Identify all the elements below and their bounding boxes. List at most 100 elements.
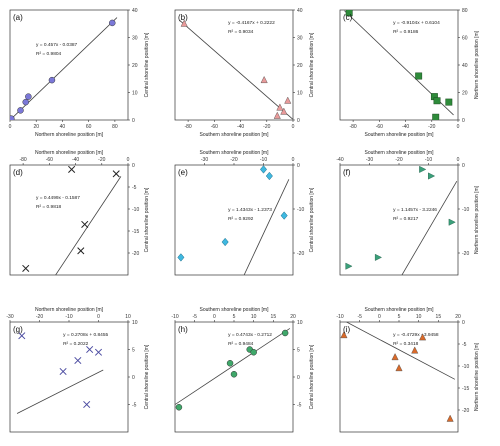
panel-label: (f) bbox=[343, 168, 351, 177]
data-point bbox=[68, 165, 76, 173]
y-tick-label: 0 bbox=[132, 118, 135, 124]
x-tick-label: -80 bbox=[349, 124, 356, 130]
y-tick-label: -20 bbox=[462, 251, 469, 257]
y-tick-label: 80 bbox=[462, 8, 468, 14]
y-tick-label: -15 bbox=[462, 386, 469, 392]
panel-e: -30 -20 -10 0 Southern shoreline position [m… bbox=[174, 150, 315, 276]
data-point bbox=[273, 111, 281, 119]
y-tick-label: -10 bbox=[462, 207, 469, 213]
data-point bbox=[22, 98, 29, 106]
r-squared: R² = 0.2022 bbox=[63, 341, 89, 347]
x-tick-label: -80 bbox=[19, 157, 26, 163]
data-point bbox=[109, 19, 116, 27]
data-point bbox=[250, 349, 257, 356]
y-tick-label: 10 bbox=[132, 90, 138, 96]
panel-b: -80 -60 -40 -20 0 Southern shoreline position… bbox=[174, 8, 315, 138]
data-point bbox=[18, 332, 26, 340]
r-squared: R² = 0.9186 bbox=[393, 29, 419, 35]
x-tick-label: 5 bbox=[398, 314, 401, 320]
y-tick-label: 0 bbox=[462, 118, 465, 124]
x-tick-label: -20 bbox=[428, 124, 435, 130]
data-point bbox=[428, 172, 436, 180]
data-point bbox=[260, 75, 268, 84]
regression-line bbox=[16, 369, 104, 414]
data-point bbox=[276, 103, 284, 111]
y-tick-label: 0 bbox=[132, 163, 135, 169]
y-tick-label: 20 bbox=[132, 63, 138, 69]
y-tick-label: 0 bbox=[297, 163, 300, 169]
y-tick-label: 0 bbox=[132, 375, 135, 381]
x-axis-label: Northern shoreline position [m] bbox=[35, 307, 104, 313]
x-tick-label: 0 bbox=[127, 157, 130, 163]
x-axis-label: Southern shoreline position [m] bbox=[365, 150, 435, 156]
plot-frame bbox=[339, 164, 459, 276]
x-tick-label: -60 bbox=[376, 124, 383, 130]
x-tick-label: -30 bbox=[201, 157, 208, 163]
x-tick-label: -30 bbox=[6, 314, 13, 320]
y-axis-label: Central shoreline position [m] bbox=[144, 32, 150, 97]
y-axis-label: Central shoreline position [m] bbox=[309, 187, 315, 252]
x-tick-label: -5 bbox=[357, 314, 362, 320]
x-tick-label: 5 bbox=[233, 314, 236, 320]
y-axis-label: Central shoreline position [m] bbox=[144, 344, 150, 409]
panel-f: -40 -30 -20 -10 0 Southern shoreline position… bbox=[336, 150, 480, 276]
regression-line bbox=[10, 17, 118, 120]
x-tick-label: 40 bbox=[60, 124, 66, 130]
y-axis-label: Central shoreline position [m] bbox=[144, 187, 150, 252]
r-squared: R² = 0.9292 bbox=[228, 216, 254, 222]
plot-frame bbox=[9, 164, 129, 276]
panel-c: -80 -60 -40 -20 0 Southern shoreline position… bbox=[339, 8, 480, 138]
data-point bbox=[94, 348, 103, 356]
x-tick-label: 0 bbox=[213, 314, 216, 320]
plot-area bbox=[16, 332, 104, 414]
x-tick-label: -10 bbox=[336, 314, 343, 320]
x-tick-label: -20 bbox=[230, 157, 237, 163]
y-tick-label: 10 bbox=[297, 90, 303, 96]
plot-area bbox=[22, 165, 122, 275]
y-tick-label: 20 bbox=[297, 63, 303, 69]
regression-equation: y = 0.2708x + 0.8455 bbox=[63, 332, 108, 338]
x-tick-label: -20 bbox=[98, 157, 105, 163]
data-point bbox=[230, 371, 238, 378]
r-squared: R² = 0.9484 bbox=[228, 341, 254, 347]
data-point bbox=[419, 333, 427, 341]
regression-equation: y = 0.4743x - 0.2712 bbox=[228, 332, 272, 338]
data-point bbox=[345, 10, 353, 17]
data-point bbox=[280, 211, 288, 220]
data-point bbox=[74, 356, 82, 365]
x-tick-label: 10 bbox=[416, 314, 422, 320]
data-point bbox=[10, 115, 15, 120]
data-point bbox=[446, 414, 454, 422]
data-point bbox=[340, 331, 348, 339]
y-tick-label: -15 bbox=[132, 229, 139, 235]
regression-equation: y = 0.4499x - 0.1587 bbox=[36, 195, 80, 201]
data-point bbox=[395, 364, 403, 372]
data-point bbox=[432, 113, 440, 120]
regression-line bbox=[55, 176, 122, 275]
r-squared: R² = 0.3418 bbox=[393, 341, 419, 347]
x-tick-label: 10 bbox=[251, 314, 257, 320]
x-tick-label: 0 bbox=[292, 124, 295, 130]
data-point bbox=[177, 253, 185, 262]
x-tick-label: 15 bbox=[436, 314, 442, 320]
panel-a: 0 20 40 60 80 Northern shoreline position [m]… bbox=[9, 8, 150, 138]
y-tick-label: -10 bbox=[132, 207, 139, 213]
data-point bbox=[77, 247, 85, 255]
plot-frame bbox=[339, 321, 459, 433]
panel-g: -30 -20 -10 0 10 Northern shoreline position … bbox=[6, 307, 150, 433]
y-tick-label: 60 bbox=[462, 35, 468, 41]
regression-line bbox=[179, 19, 293, 120]
x-tick-label: -30 bbox=[366, 157, 373, 163]
y-tick-label: 20 bbox=[462, 90, 468, 96]
y-axis-label: Northern shoreline position [m] bbox=[474, 185, 480, 254]
x-tick-label: -40 bbox=[402, 124, 409, 130]
plot-frame bbox=[174, 164, 294, 276]
x-tick-label: 15 bbox=[271, 314, 277, 320]
data-point bbox=[374, 253, 382, 261]
x-tick-label: -80 bbox=[184, 124, 191, 130]
data-point bbox=[280, 107, 288, 115]
data-point bbox=[281, 329, 289, 337]
panel-label: (a) bbox=[13, 13, 23, 22]
x-tick-label: -10 bbox=[425, 157, 432, 163]
